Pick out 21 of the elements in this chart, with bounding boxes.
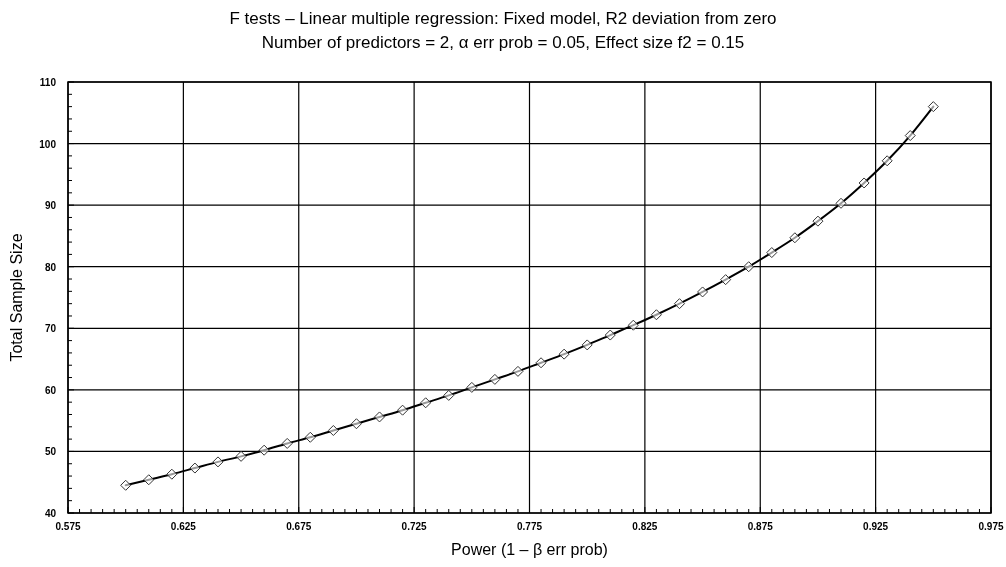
x-axis-title: Power (1 – β err prob) bbox=[451, 541, 608, 558]
y-tick-label: 100 bbox=[39, 138, 57, 150]
y-tick-label: 60 bbox=[44, 384, 57, 396]
y-tick-label: 110 bbox=[39, 77, 57, 88]
y-tick-label: 90 bbox=[44, 200, 57, 212]
y-tick-label: 80 bbox=[44, 261, 57, 273]
y-tick-label: 40 bbox=[44, 508, 57, 519]
chart-title: F tests – Linear multiple regression: Fixed model, R2 deviation from zero bbox=[229, 9, 777, 28]
x-tick-label: 0.975 bbox=[978, 521, 1004, 532]
x-tick-label: 0.725 bbox=[401, 521, 428, 532]
x-tick-label: 0.825 bbox=[632, 521, 658, 532]
chart-subtitle: Number of predictors = 2, α err prob = 0.05, Effect size f2 = 0.15 bbox=[261, 33, 745, 52]
x-tick-label: 0.875 bbox=[747, 521, 774, 532]
x-tick-label: 0.575 bbox=[55, 521, 81, 532]
y-tick-label: 50 bbox=[44, 446, 57, 458]
x-tick-label: 0.775 bbox=[516, 521, 543, 532]
x-tick-label: 0.925 bbox=[863, 521, 889, 532]
x-tick-label: 0.625 bbox=[170, 521, 197, 532]
y-axis-title: Total Sample Size bbox=[8, 233, 25, 362]
y-tick-label: 70 bbox=[44, 323, 57, 335]
x-tick-label: 0.675 bbox=[286, 521, 312, 532]
